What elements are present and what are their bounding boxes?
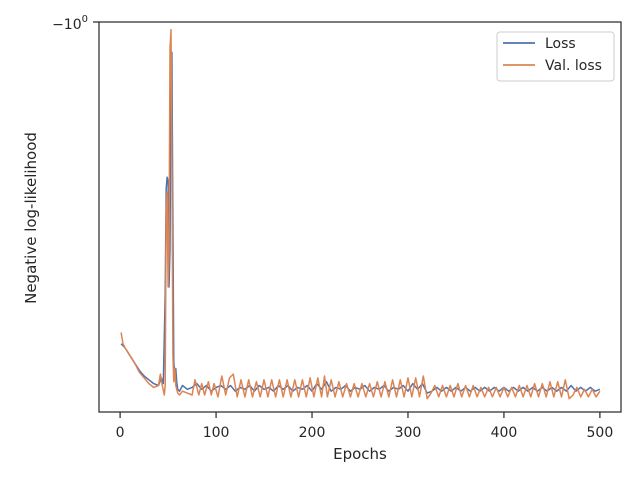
x-tick-label: 400: [491, 425, 518, 441]
y-tick-exponent: 0: [82, 14, 88, 25]
x-axis-ticks: 0 100 200 300 400 500: [116, 412, 614, 441]
legend-label-loss: Loss: [545, 36, 576, 52]
x-tick-label: 500: [587, 425, 614, 441]
axes-frame: [98, 21, 622, 413]
legend-box: [496, 31, 615, 82]
x-tick-label: 100: [203, 425, 230, 441]
y-tick-base: −10: [52, 17, 82, 33]
x-tick-label: 0: [116, 425, 125, 441]
x-axis-title: Epochs: [333, 445, 387, 463]
x-tick-label: 200: [299, 425, 326, 441]
x-tick-label: 300: [395, 425, 422, 441]
y-axis-title: Negative log-likelihood: [22, 132, 40, 304]
y-tick-label: −100: [52, 14, 88, 33]
legend: Loss Val. loss: [496, 31, 615, 82]
legend-label-val-loss: Val. loss: [545, 58, 602, 74]
series-lines: [120, 28, 601, 400]
series-line-val-loss: [120, 28, 601, 400]
